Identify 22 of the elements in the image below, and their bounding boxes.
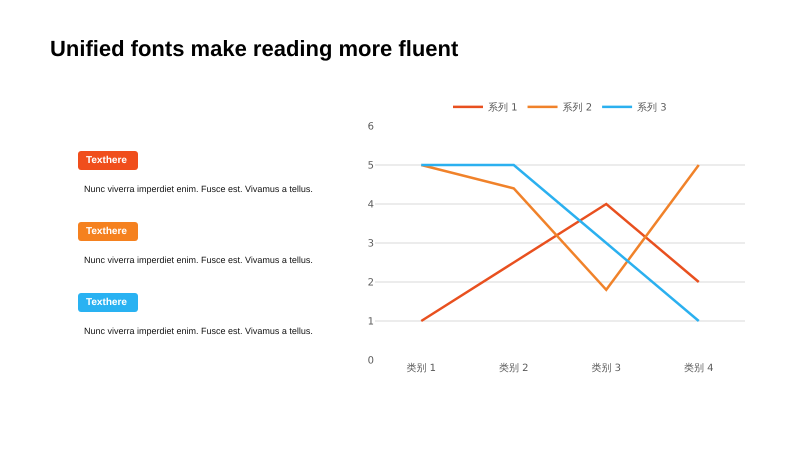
legend-label: 系列 3 bbox=[637, 102, 667, 114]
text: Nunc viverra imperdiet enim. Fusce est. Vivamus a tellus. bbox=[84, 326, 313, 336]
text: Nunc viverra imperdiet enim. Fusce est. Vivamus a tellus. bbox=[84, 184, 313, 194]
y-tick-label: 2 bbox=[368, 278, 374, 288]
x-tick-label: 类别 3 bbox=[591, 362, 622, 374]
legend-label: 系列 2 bbox=[562, 102, 592, 114]
legend-label: 系列 1 bbox=[488, 102, 518, 114]
x-tick-label: 类别 2 bbox=[498, 362, 529, 374]
category-label: Texthere bbox=[78, 293, 138, 312]
y-tick-label: 4 bbox=[368, 200, 374, 210]
x-tick-label: 类别 4 bbox=[684, 362, 714, 374]
y-tick-label: 5 bbox=[368, 160, 374, 172]
x-tick-label: 类别 1 bbox=[406, 362, 436, 374]
y-tick-label: 0 bbox=[368, 356, 374, 366]
y-tick-label: 1 bbox=[368, 316, 374, 328]
y-tick-label: 3 bbox=[368, 238, 374, 250]
line-series bbox=[420, 202, 700, 322]
category-label: Texthere bbox=[78, 222, 138, 241]
text: Unified fonts make reading more fluent bbox=[50, 36, 458, 62]
text: Nunc viverra imperdiet enim. Fusce est. Vivamus a tellus. bbox=[84, 255, 313, 265]
category-label: Texthere bbox=[78, 151, 138, 170]
y-tick-label: 6 bbox=[368, 122, 374, 132]
